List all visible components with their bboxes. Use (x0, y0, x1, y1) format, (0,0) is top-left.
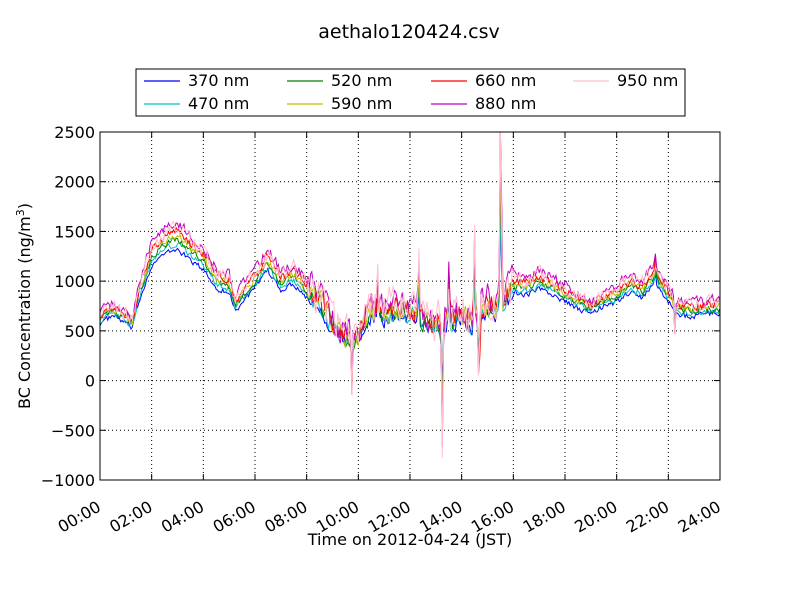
x-tick-label: 04:00 (158, 497, 207, 537)
legend-label: 880 nm (475, 94, 536, 113)
y-axis-label-superscript: 3 (14, 209, 27, 216)
legend-label: 370 nm (188, 71, 249, 90)
y-tick-labels: −1000 −500 0 500 1000 1500 2000 2500 (41, 123, 95, 490)
y-tick-label: 0 (85, 372, 95, 391)
y-axis-label: BC Concentration (ng/m3) (14, 203, 34, 409)
y-axis-label-suffix: ) (15, 203, 34, 209)
legend-label: 590 nm (331, 94, 392, 113)
x-tick-label: 18:00 (520, 497, 569, 537)
legend-label: 470 nm (188, 94, 249, 113)
y-tick-label: 2500 (54, 123, 95, 142)
x-tick-label: 20:00 (571, 497, 620, 537)
series-line-950-nm (99, 131, 721, 458)
x-tick-label: 08:00 (261, 497, 310, 537)
legend-item: 370 nm (144, 71, 249, 90)
grid (100, 132, 720, 480)
legend-label: 950 nm (617, 71, 678, 90)
y-tick-label: −1000 (41, 471, 95, 490)
legend-label: 660 nm (475, 71, 536, 90)
legend-frame (135, 68, 686, 117)
y-tick-label: 500 (64, 322, 95, 341)
x-tick-label: 22:00 (623, 497, 672, 537)
legend-item: 470 nm (144, 94, 249, 113)
y-axis-label-main: BC Concentration (ng/m (15, 216, 34, 409)
plot-frame (99, 131, 721, 481)
series-line-880-nm (99, 131, 721, 448)
legend: 370 nm 470 nm 520 nm 590 nm 660 nm 880 nm 950 … (135, 68, 686, 117)
x-tick-label: 06:00 (210, 497, 259, 537)
y-tick-label: 1000 (54, 272, 95, 291)
x-axis-label: Time on 2012-04-24 (JST) (307, 530, 512, 549)
x-tick-label: 24:00 (675, 497, 724, 537)
legend-item: 590 nm (287, 94, 392, 113)
y-tick-label: 2000 (54, 173, 95, 192)
legend-item: 950 nm (573, 71, 678, 90)
series-layer (99, 131, 721, 458)
x-tick-label: 02:00 (106, 497, 155, 537)
legend-item: 660 nm (431, 71, 536, 90)
legend-item: 520 nm (287, 71, 392, 90)
chart-title: aethalo120424.csv (318, 21, 500, 43)
x-tick-label: 00:00 (55, 497, 104, 537)
y-tick-label: −500 (51, 421, 95, 440)
series-line-520-nm (99, 176, 721, 409)
legend-label: 520 nm (331, 71, 392, 90)
legend-item: 880 nm (431, 94, 536, 113)
y-tick-label: 1500 (54, 222, 95, 241)
